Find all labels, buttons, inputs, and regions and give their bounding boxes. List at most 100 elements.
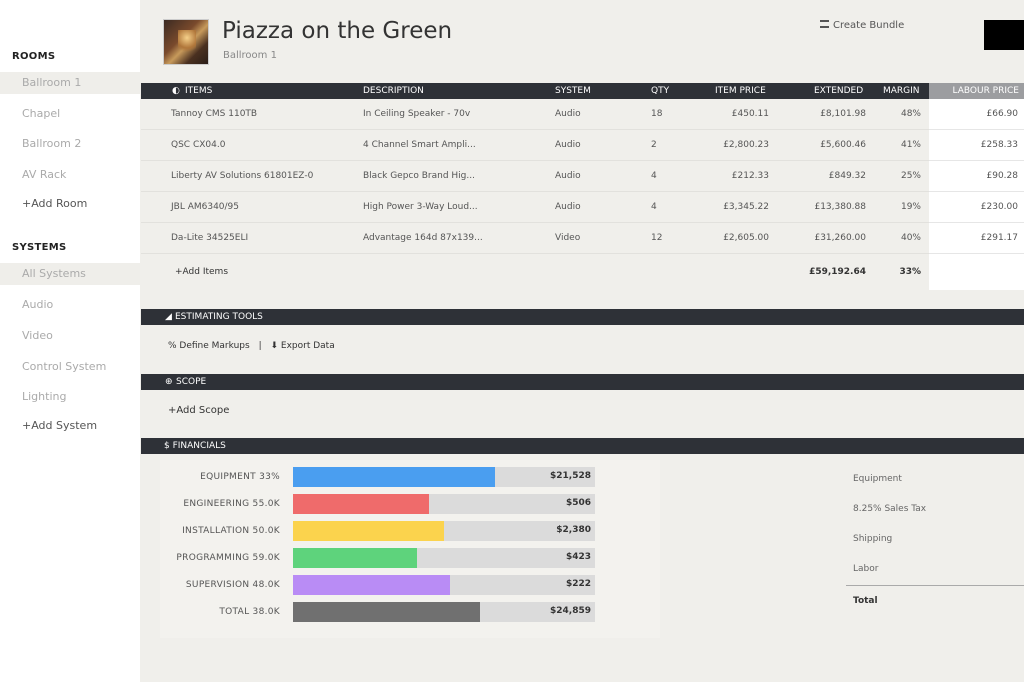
cell-labour-price[interactable]: £90.28 bbox=[929, 161, 1024, 192]
labour-total-blank bbox=[929, 254, 1024, 290]
financial-bar-value: $423 bbox=[565, 552, 591, 562]
summary-shipping: Shipping bbox=[853, 534, 893, 544]
cell-labour-price[interactable]: £66.90 bbox=[929, 99, 1024, 130]
rooms-heading: ROOMS bbox=[12, 51, 56, 62]
add-system-link[interactable]: +Add System bbox=[22, 419, 98, 432]
cell-labour-price[interactable]: £230.00 bbox=[929, 192, 1024, 223]
cell-description: High Power 3-Way Loud... bbox=[363, 202, 478, 212]
table-row[interactable]: Liberty AV Solutions 61801EZ-0 Black Gep… bbox=[141, 161, 1024, 192]
financial-bar-label: EQUIPMENT 33% bbox=[200, 472, 280, 482]
estimating-tools-title: ESTIMATING TOOLS bbox=[175, 312, 263, 322]
financials-header: $ FINANCIALS bbox=[141, 438, 1024, 454]
define-markups-link[interactable]: % Define Markups bbox=[168, 341, 250, 351]
financial-bar-fill bbox=[293, 575, 450, 595]
cell-item-price: £212.33 bbox=[731, 171, 769, 181]
financial-bar-label: TOTAL 38.0K bbox=[219, 607, 280, 617]
summary-sales-tax: 8.25% Sales Tax bbox=[853, 504, 927, 514]
cell-item-price: £3,345.22 bbox=[723, 202, 769, 212]
cell-qty: 2 bbox=[651, 140, 657, 150]
financial-bar-track: $506 bbox=[293, 494, 595, 514]
cell-item: QSC CX04.0 bbox=[171, 140, 226, 150]
financial-bar-track: $24,859 bbox=[293, 602, 595, 622]
labour-price-value: £66.90 bbox=[986, 109, 1019, 119]
sidebar-system-control[interactable]: Control System bbox=[22, 360, 107, 373]
table-row[interactable]: QSC CX04.0 4 Channel Smart Ampli... Audi… bbox=[141, 130, 1024, 161]
sidebar-room-av-rack[interactable]: AV Rack bbox=[22, 168, 67, 181]
col-extended: EXTENDED bbox=[814, 86, 864, 96]
cell-margin: 19% bbox=[900, 202, 921, 212]
financial-bar-fill bbox=[293, 494, 429, 514]
cell-labour-price[interactable]: £291.17 bbox=[929, 223, 1024, 254]
summary-divider bbox=[846, 585, 1024, 586]
cell-extended: £31,260.00 bbox=[814, 233, 866, 243]
financial-bar-fill bbox=[293, 467, 495, 487]
col-item-price: ITEM PRICE bbox=[715, 86, 766, 96]
link-separator: | bbox=[258, 341, 262, 351]
header-action-button[interactable] bbox=[984, 20, 1024, 50]
col-items: ITEMS bbox=[185, 86, 213, 96]
systems-heading: SYSTEMS bbox=[12, 242, 67, 253]
financial-bar-label: ENGINEERING 55.0K bbox=[183, 499, 280, 509]
cell-margin: 40% bbox=[900, 233, 921, 243]
cell-qty: 18 bbox=[651, 109, 663, 119]
sidebar-system-audio[interactable]: Audio bbox=[22, 298, 54, 311]
download-icon: ⬇ bbox=[270, 341, 279, 351]
financial-bar-track: $21,528 bbox=[293, 467, 595, 487]
financial-bar-value: $222 bbox=[565, 579, 591, 589]
cell-margin: 48% bbox=[900, 109, 921, 119]
create-bundle-button[interactable]: Create Bundle bbox=[820, 20, 904, 31]
cell-item: Tannoy CMS 110TB bbox=[171, 109, 258, 119]
scope-header: ⊕ SCOPE bbox=[141, 374, 1024, 390]
sidebar: ROOMS Ballroom 1 Chapel Ballroom 2 AV Ra… bbox=[0, 0, 140, 682]
table-row[interactable]: Da-Lite 34525ELI Advantage 164d 87x139..… bbox=[141, 223, 1024, 254]
financial-bar-track: $222 bbox=[293, 575, 595, 595]
cell-item: Liberty AV Solutions 61801EZ-0 bbox=[171, 171, 314, 181]
export-data-link[interactable]: Export Data bbox=[280, 341, 335, 351]
cell-qty: 4 bbox=[651, 202, 657, 212]
cell-labour-price[interactable]: £258.33 bbox=[929, 130, 1024, 161]
page-subtitle: Ballroom 1 bbox=[223, 50, 277, 61]
estimating-links: % Define Markups | ⬇ Export Data bbox=[168, 341, 335, 351]
sidebar-room-ballroom-1[interactable]: Ballroom 1 bbox=[0, 72, 140, 94]
financial-bar-value: $24,859 bbox=[550, 606, 591, 616]
cell-item: Da-Lite 34525ELI bbox=[171, 233, 249, 243]
financial-bar-label: SUPERVISION 48.0K bbox=[185, 580, 280, 590]
add-room-link[interactable]: +Add Room bbox=[22, 197, 88, 210]
col-description: DESCRIPTION bbox=[363, 86, 424, 96]
sidebar-room-chapel[interactable]: Chapel bbox=[22, 107, 61, 120]
add-items-link[interactable]: +Add Items bbox=[175, 267, 229, 277]
financial-bar-fill bbox=[293, 602, 480, 622]
cell-extended: £13,380.88 bbox=[814, 202, 866, 212]
venue-thumbnail bbox=[163, 19, 209, 65]
col-qty: QTY bbox=[651, 86, 670, 96]
cell-system: Audio bbox=[555, 202, 581, 212]
labour-price-value: £291.17 bbox=[980, 233, 1018, 243]
financial-bar-label: INSTALLATION 50.0K bbox=[182, 526, 280, 536]
financial-bar-value: $506 bbox=[565, 498, 591, 508]
table-row[interactable]: Tannoy CMS 110TB In Ceiling Speaker - 70… bbox=[141, 99, 1024, 130]
cell-item-price: £450.11 bbox=[731, 109, 769, 119]
cell-extended: £849.32 bbox=[828, 171, 866, 181]
items-header: ◐ ITEMS DESCRIPTION SYSTEM QTY ITEM PRIC… bbox=[141, 83, 1024, 99]
add-scope-link[interactable]: +Add Scope bbox=[168, 405, 230, 416]
labour-price-value: £230.00 bbox=[980, 202, 1018, 212]
sidebar-system-lighting[interactable]: Lighting bbox=[22, 390, 67, 403]
sidebar-room-ballroom-2[interactable]: Ballroom 2 bbox=[22, 137, 82, 150]
cell-description: 4 Channel Smart Ampli... bbox=[363, 140, 476, 150]
estimating-tools-header: ◢ ESTIMATING TOOLS bbox=[141, 309, 1024, 325]
cell-margin: 25% bbox=[900, 171, 921, 181]
cell-system: Audio bbox=[555, 171, 581, 181]
summary-equipment: Equipment bbox=[853, 474, 902, 484]
total-extended: £59,192.64 bbox=[809, 267, 866, 277]
col-margin: MARGIN bbox=[883, 86, 920, 96]
financials-title: $ FINANCIALS bbox=[164, 441, 226, 451]
scope-title: SCOPE bbox=[176, 377, 207, 387]
labour-price-value: £90.28 bbox=[986, 171, 1019, 181]
cell-description: Black Gepco Brand Hig... bbox=[363, 171, 475, 181]
financial-bar-fill bbox=[293, 521, 444, 541]
financial-bar-track: $423 bbox=[293, 548, 595, 568]
sidebar-system-all[interactable]: All Systems bbox=[0, 263, 140, 285]
bundle-icon bbox=[820, 20, 829, 28]
table-row[interactable]: JBL AM6340/95 High Power 3-Way Loud... A… bbox=[141, 192, 1024, 223]
sidebar-system-video[interactable]: Video bbox=[22, 329, 53, 342]
